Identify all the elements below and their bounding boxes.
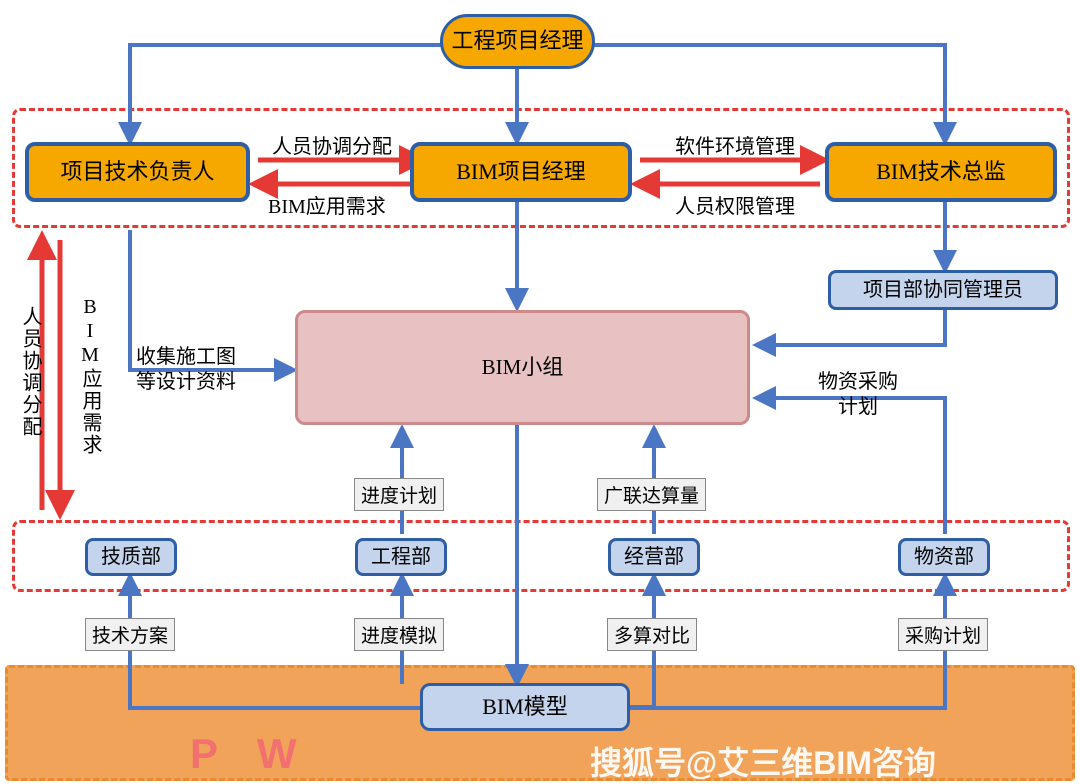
label-bim-requirement: BIM应用需求	[268, 190, 386, 219]
node-label: 技质部	[101, 545, 161, 569]
node-label: BIM模型	[482, 694, 568, 720]
label-vert-allocation: 人员协调分配	[16, 306, 45, 438]
node-dept-biz: 经营部	[608, 538, 700, 576]
node-tech-lead: 项目技术负责人	[25, 142, 250, 202]
node-dept-eng: 工程部	[355, 538, 447, 576]
label-progress-plan: 进度计划	[354, 478, 444, 511]
label-permission-mgmt: 人员权限管理	[675, 190, 795, 219]
node-dept-tech: 技质部	[85, 538, 177, 576]
label-procure-plan: 物资采购 计划	[818, 370, 898, 420]
watermark-source: 搜狐号@艾三维BIM咨询	[590, 738, 936, 784]
label-collect: 收集施工图 等设计资料	[136, 345, 236, 395]
label-software-env: 软件环境管理	[675, 130, 795, 159]
node-bim-group: BIM小组	[295, 310, 750, 425]
node-label: BIM项目经理	[456, 159, 586, 185]
label-multi-calc: 多算对比	[607, 618, 697, 651]
node-label: 工程项目经理	[451, 28, 583, 54]
node-bim-pm: BIM项目经理	[410, 142, 632, 202]
node-dept-mat: 物资部	[898, 538, 990, 576]
label-progress-sim: 进度模拟	[354, 618, 444, 651]
node-label: 经营部	[624, 545, 684, 569]
node-label: 项目部协同管理员	[863, 278, 1023, 302]
label-vert-bim-req: BIM应用需求	[76, 296, 105, 456]
label-purchase: 采购计划	[898, 618, 988, 651]
node-label: BIM小组	[482, 355, 564, 380]
node-label: 项目技术负责人	[60, 159, 214, 185]
label-tech-plan: 技术方案	[85, 618, 175, 651]
node-label: 工程部	[371, 545, 431, 569]
node-label: BIM技术总监	[876, 159, 1006, 185]
node-bim-model: BIM模型	[420, 683, 630, 731]
watermark-pw: P W	[190, 730, 311, 778]
label-glodon: 广联达算量	[597, 478, 706, 511]
label-allocation: 人员协调分配	[272, 130, 392, 159]
node-coord-admin: 项目部协同管理员	[828, 270, 1058, 310]
node-bim-director: BIM技术总监	[825, 142, 1057, 202]
node-label: 物资部	[914, 545, 974, 569]
node-project-manager: 工程项目经理	[440, 14, 595, 69]
